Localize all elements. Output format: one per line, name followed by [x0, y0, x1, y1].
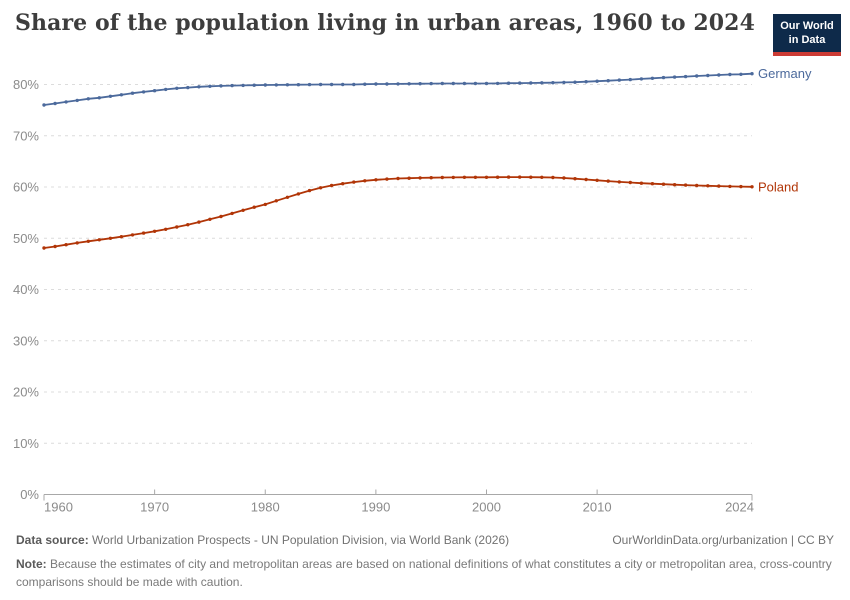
- svg-text:30%: 30%: [13, 333, 39, 348]
- x-axis: [43, 489, 753, 501]
- svg-text:0%: 0%: [20, 487, 39, 502]
- svg-text:20%: 20%: [13, 385, 39, 400]
- owid-logo-line1: Our World: [780, 20, 834, 32]
- series-poland: [42, 175, 754, 250]
- svg-text:1990: 1990: [361, 500, 390, 515]
- svg-text:1980: 1980: [251, 500, 280, 515]
- svg-text:40%: 40%: [13, 282, 39, 297]
- note-row: Note: Because the estimates of city and …: [16, 555, 836, 591]
- entity-label-germany: Germany: [758, 66, 812, 81]
- svg-text:1960: 1960: [44, 500, 73, 515]
- chart-title: Share of the population living in urban …: [15, 10, 755, 36]
- svg-text:50%: 50%: [13, 231, 39, 246]
- entity-labels: Germany Poland: [758, 66, 812, 194]
- source-row: Data source: World Urbanization Prospect…: [16, 533, 834, 547]
- y-axis-labels: 0% 10% 20% 30% 40% 50% 60% 70% 80%: [13, 77, 39, 502]
- series-germany: [42, 72, 754, 107]
- line-chart: 0%10%20%30%40%50%60%70%80% 1960 1970 1980 1…: [13, 66, 812, 515]
- note-text: Because the estimates of city and metrop…: [16, 557, 832, 589]
- chart-footer: Data source: World Urbanization Prospect…: [16, 533, 834, 591]
- entity-label-poland: Poland: [758, 179, 798, 194]
- gridlines: [44, 84, 752, 444]
- svg-text:80%: 80%: [13, 77, 39, 92]
- data-source-label: Data source:: [16, 533, 89, 547]
- svg-text:1970: 1970: [140, 500, 169, 515]
- svg-text:2010: 2010: [583, 500, 612, 515]
- svg-text:60%: 60%: [13, 180, 39, 195]
- svg-text:70%: 70%: [13, 128, 39, 143]
- svg-text:2024: 2024: [725, 500, 754, 515]
- note-label: Note:: [16, 557, 47, 571]
- owid-logo: Our World in Data: [773, 14, 841, 56]
- svg-text:2000: 2000: [472, 500, 501, 515]
- data-source-text: World Urbanization Prospects - UN Popula…: [88, 533, 510, 547]
- data-source: Data source: World Urbanization Prospect…: [16, 533, 509, 547]
- svg-text:10%: 10%: [13, 436, 39, 451]
- x-axis-labels: 1960 1970 1980 1990 2000 2010 2024: [44, 500, 754, 515]
- attribution-link: OurWorldinData.org/urbanization | CC BY: [612, 533, 834, 547]
- owid-logo-line2: in Data: [788, 34, 826, 47]
- data-series: [42, 72, 754, 250]
